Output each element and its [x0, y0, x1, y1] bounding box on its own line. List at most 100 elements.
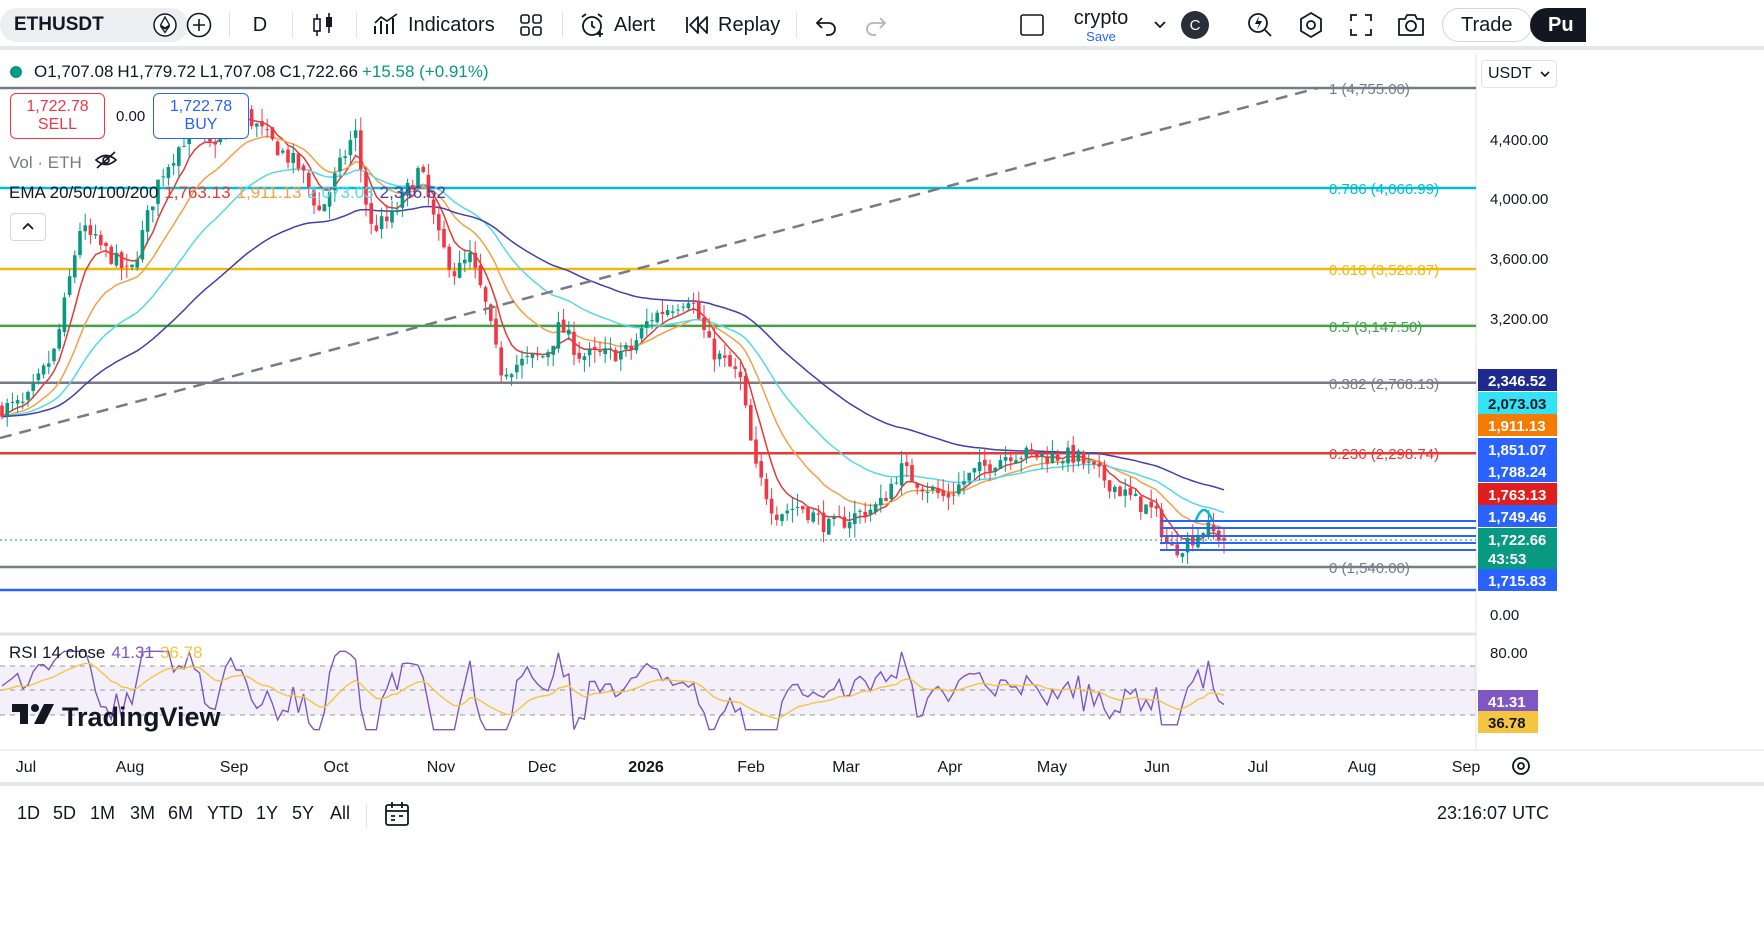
- eye-hidden-icon[interactable]: [94, 151, 118, 174]
- add-symbol-button[interactable]: [182, 8, 216, 42]
- utc-clock[interactable]: 23:16:07 UTC: [1437, 803, 1550, 823]
- price-axis-label: 3,200.00: [1490, 311, 1548, 328]
- candle-body: [858, 510, 862, 512]
- candle: [1154, 498, 1159, 517]
- layout-name: crypto: [1073, 6, 1129, 29]
- undo-button[interactable]: [810, 8, 842, 42]
- fib-level-label: 1 (4,755.00): [1329, 81, 1410, 98]
- range-5d-button[interactable]: 5D: [53, 803, 77, 823]
- candle: [452, 262, 457, 285]
- ema200-value: 2,346.52: [379, 183, 446, 202]
- candle-body: [1014, 460, 1018, 464]
- candle: [78, 222, 82, 259]
- candle: [442, 220, 446, 249]
- candle: [395, 201, 399, 216]
- layout-name-button[interactable]: crypto Save: [1066, 6, 1136, 43]
- buy-button[interactable]: 1,722.78 BUY: [153, 93, 249, 139]
- candle: [598, 341, 602, 357]
- calendar-icon[interactable]: [383, 800, 411, 833]
- range-5y-button[interactable]: 5Y: [292, 803, 315, 823]
- candle: [816, 505, 821, 525]
- time-axis-label: Dec: [528, 759, 556, 776]
- price-tag-text: 43:53: [1488, 551, 1526, 568]
- ohlc-legend: O1,707.08 H1,779.72 L1,707.08 C1,722.66 …: [10, 62, 489, 82]
- candle-body: [1159, 509, 1164, 538]
- publish-button[interactable]: Pu: [1530, 8, 1586, 42]
- screenshot-button[interactable]: [1394, 8, 1428, 42]
- high-value: H1,779.72: [117, 62, 196, 81]
- candle-body: [431, 199, 436, 215]
- candle-body: [686, 303, 691, 309]
- candle: [567, 321, 571, 341]
- candle: [177, 145, 181, 179]
- sell-price: 1,722.78: [26, 97, 89, 115]
- candle: [1019, 455, 1023, 473]
- candle: [624, 342, 628, 357]
- range-1m-button[interactable]: 1M: [90, 803, 116, 823]
- candle: [915, 482, 919, 495]
- collapse-legend-button[interactable]: [10, 213, 46, 241]
- sell-button[interactable]: 1,722.78 SELL: [10, 93, 105, 139]
- redo-button[interactable]: [860, 8, 892, 42]
- account-button[interactable]: C: [1180, 8, 1210, 42]
- candle-body: [36, 373, 41, 381]
- symbol-search-button[interactable]: ETHUSDT: [0, 8, 188, 42]
- chart-type-button[interactable]: [306, 8, 340, 42]
- candle: [385, 204, 389, 229]
- candle: [1050, 440, 1055, 464]
- interval-button[interactable]: D: [245, 8, 275, 42]
- range-3m-button[interactable]: 3M: [130, 803, 156, 823]
- volume-legend[interactable]: Vol · ETH: [9, 151, 118, 174]
- candle: [67, 269, 72, 298]
- candle: [504, 368, 509, 380]
- candle-body: [213, 142, 217, 145]
- range-1d-button[interactable]: 1D: [17, 803, 41, 823]
- range-all-button[interactable]: All: [330, 803, 351, 823]
- price-chart[interactable]: 1 (4,755.00) 0.786 (4,066.99) 0.618 (3,526…: [0, 54, 1764, 782]
- candle-body: [499, 347, 503, 376]
- tradingview-logo[interactable]: TradingView: [12, 702, 221, 733]
- candle-body: [842, 516, 847, 528]
- candle: [1029, 443, 1034, 456]
- trade-button[interactable]: Trade: [1442, 8, 1532, 42]
- candle-body: [442, 228, 446, 248]
- range-1y-button[interactable]: 1Y: [256, 803, 279, 823]
- candle: [374, 214, 379, 233]
- candle-body: [775, 514, 779, 520]
- range-ytd-button[interactable]: YTD: [207, 803, 243, 823]
- ema-legend[interactable]: EMA 20/50/100/200 1,763.13 1,911.13 2,07…: [9, 183, 446, 203]
- candle-body: [541, 356, 545, 358]
- candle: [338, 148, 342, 180]
- alert-button[interactable]: Alert: [578, 8, 655, 42]
- range-6m-button[interactable]: 6M: [168, 803, 194, 823]
- candle-body: [390, 210, 394, 223]
- candle-body: [1185, 537, 1190, 553]
- spread-value: 0.00: [116, 108, 146, 125]
- candle: [379, 207, 384, 239]
- candle-body: [21, 401, 25, 403]
- candle: [962, 470, 966, 495]
- quick-search-button[interactable]: [1243, 8, 1277, 42]
- fullscreen-button[interactable]: [1344, 8, 1378, 42]
- rsi-legend[interactable]: RSI 14 close 41.31 36.78: [9, 643, 202, 663]
- indicators-button[interactable]: Indicators: [372, 8, 495, 42]
- layout-menu-button[interactable]: [1150, 8, 1170, 42]
- replay-button[interactable]: Replay: [684, 8, 780, 42]
- candle-body: [582, 356, 587, 361]
- settings-button[interactable]: [1294, 8, 1328, 42]
- axis-settings-icon[interactable]: [1512, 757, 1530, 775]
- price-tag: 1,763.13: [1478, 483, 1557, 505]
- candle-body: [769, 498, 774, 514]
- layout-select-button[interactable]: [1015, 8, 1049, 42]
- candle-body: [1180, 553, 1185, 557]
- lightning-search-icon: [1246, 11, 1274, 39]
- candle-body: [468, 252, 472, 263]
- candle-body: [608, 348, 613, 350]
- candle: [119, 250, 124, 281]
- avatar: C: [1181, 11, 1209, 39]
- sell-label: SELL: [37, 116, 78, 133]
- candle-body: [795, 506, 800, 508]
- currency-select[interactable]: USDT: [1481, 60, 1557, 88]
- candle: [702, 305, 706, 338]
- templates-button[interactable]: [514, 8, 548, 42]
